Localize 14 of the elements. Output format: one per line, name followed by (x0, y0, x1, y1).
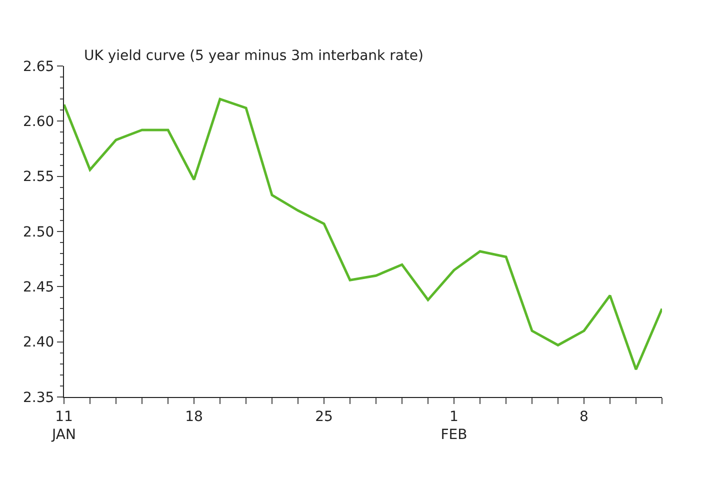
y-tick-label: 2.65 (23, 58, 54, 75)
x-tick-label: 1 FEB (440, 408, 468, 443)
y-tick-label: 2.40 (23, 334, 54, 351)
y-tick-label: 2.50 (23, 224, 54, 240)
x-tick-label: 25 (315, 408, 333, 425)
x-tick-label: 8 (580, 408, 588, 425)
y-tick-label: 2.60 (23, 114, 54, 130)
chart-title: UK yield curve (5 year minus 3m interbank rate) (84, 48, 424, 64)
y-tick-label: 2.55 (23, 169, 54, 186)
x-tick-label: 11 JAN (51, 408, 76, 443)
y-tick-label: 2.45 (23, 280, 54, 296)
y-tick-label: 2.35 (23, 390, 54, 406)
line-series (64, 98, 662, 371)
x-tick-label: 18 (185, 408, 203, 425)
